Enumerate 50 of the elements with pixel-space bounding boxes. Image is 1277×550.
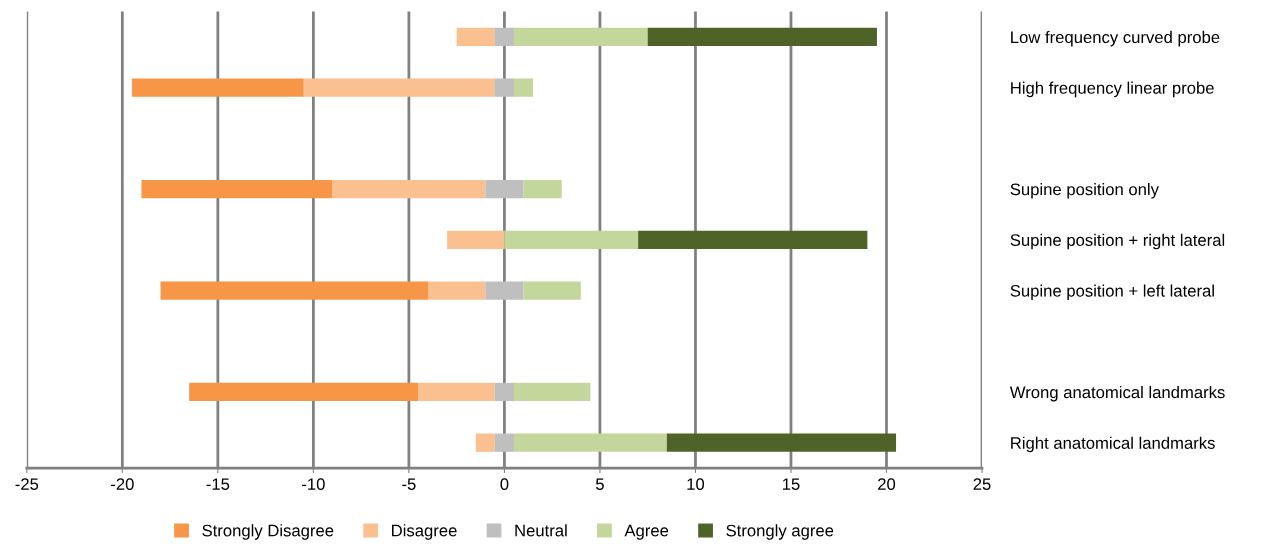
y-tick-label: Right anatomical landmarks <box>1011 436 1215 453</box>
y-tick-label: Low frequency curved probe <box>1011 30 1220 47</box>
bar <box>160 281 428 300</box>
y-tick-label: High frequency linear probe <box>1011 81 1214 98</box>
x-tick-label: -15 <box>206 478 230 491</box>
x-tick-label: 10 <box>687 478 705 491</box>
bar <box>485 179 524 199</box>
y-tick-label: Supine position only <box>1010 183 1159 199</box>
bar <box>638 230 868 249</box>
bar <box>647 27 877 47</box>
y-tick-label: Supine position + left lateral <box>1010 284 1214 301</box>
bar <box>494 78 514 97</box>
bar <box>475 433 495 452</box>
bar <box>494 433 514 452</box>
y-tick-label: Supine position + right lateral <box>1010 233 1225 250</box>
x-tick-label: 25 <box>973 478 991 491</box>
bar <box>513 382 591 402</box>
bar <box>513 78 534 97</box>
bar <box>189 382 419 402</box>
bar <box>332 179 486 199</box>
legend-label: Neutral <box>515 524 567 537</box>
bar <box>303 78 495 97</box>
x-tick-label: -25 <box>15 478 39 491</box>
bar <box>504 230 639 249</box>
bar <box>428 281 486 300</box>
x-tick-label: -5 <box>402 478 416 491</box>
bar <box>456 27 495 47</box>
bar <box>666 433 897 452</box>
bar <box>513 433 667 452</box>
bar <box>513 27 648 47</box>
bar <box>141 179 333 199</box>
x-tick-label: 20 <box>878 478 896 491</box>
legend-label: Agree <box>624 524 669 540</box>
bar <box>418 382 495 402</box>
bar <box>447 230 505 249</box>
x-tick-label: 15 <box>782 478 800 491</box>
bar <box>485 281 524 300</box>
y-tick-label: Wrong anatomical landmarks <box>1009 385 1225 402</box>
x-tick-label: -10 <box>302 478 325 491</box>
bar <box>523 179 562 199</box>
legend-label: Strongly agree <box>726 524 834 540</box>
x-tick-label: -20 <box>111 478 134 491</box>
legend-label: Strongly Disagree <box>202 524 334 540</box>
bar <box>494 27 514 47</box>
x-tick-label: 5 <box>595 478 604 491</box>
bar <box>131 78 304 97</box>
x-tick-label: 0 <box>500 478 509 491</box>
bar <box>494 382 514 402</box>
legend-label: Disagree <box>392 524 457 540</box>
bar <box>523 281 581 300</box>
